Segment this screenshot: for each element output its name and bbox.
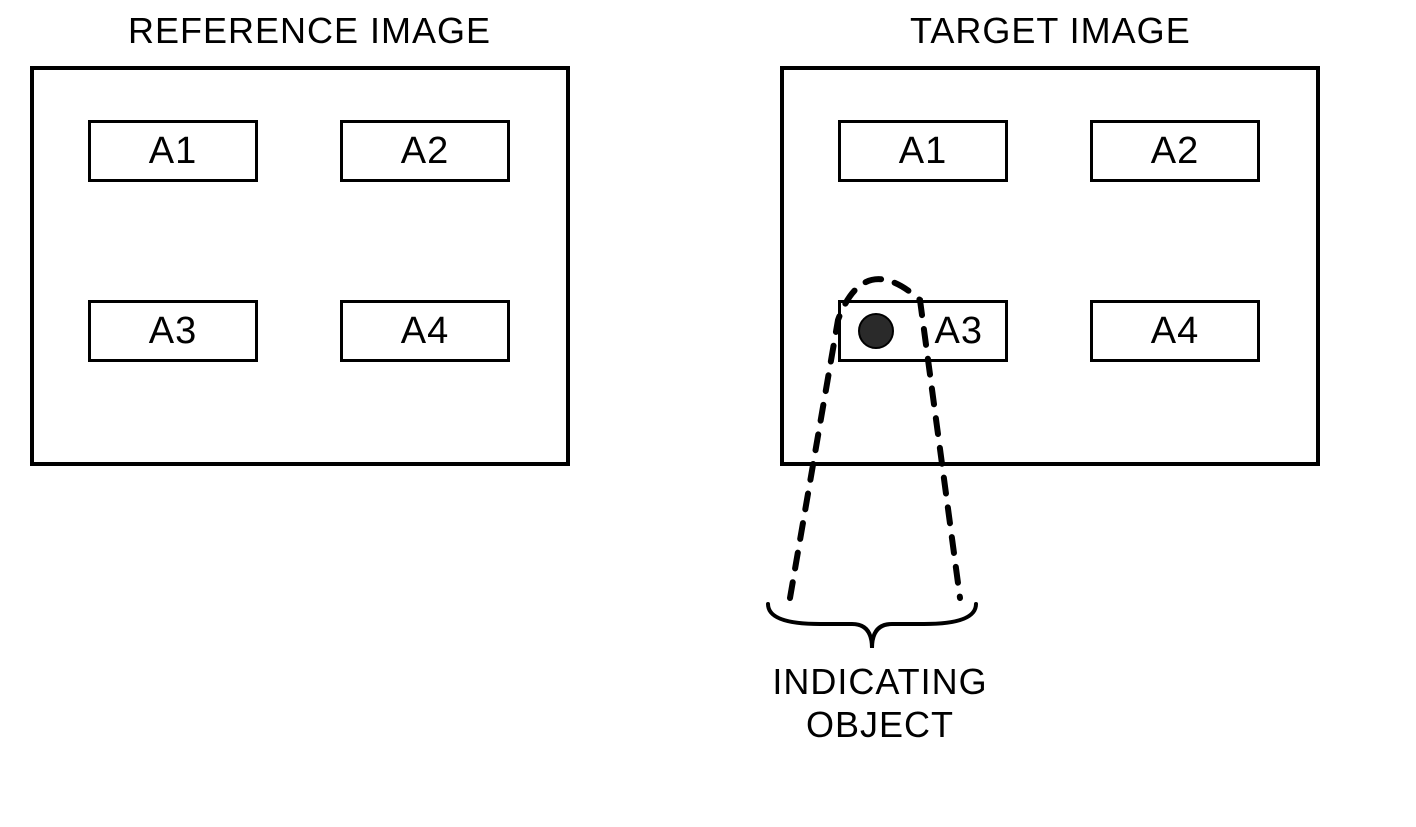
tgt-cell-a4: A4 xyxy=(1090,300,1260,362)
curly-brace-icon xyxy=(768,604,976,648)
reference-image-title: REFERENCE IMAGE xyxy=(128,10,491,52)
tgt-cell-a3: A3 xyxy=(838,300,1008,362)
tgt-cell-a2: A2 xyxy=(1090,120,1260,182)
target-image-title: TARGET IMAGE xyxy=(910,10,1191,52)
ref-cell-a2: A2 xyxy=(340,120,510,182)
ref-cell-a4: A4 xyxy=(340,300,510,362)
indicating-object-caption: INDICATING OBJECT xyxy=(760,660,1000,746)
ref-cell-a3: A3 xyxy=(88,300,258,362)
ref-cell-a1: A1 xyxy=(88,120,258,182)
tgt-cell-a1: A1 xyxy=(838,120,1008,182)
